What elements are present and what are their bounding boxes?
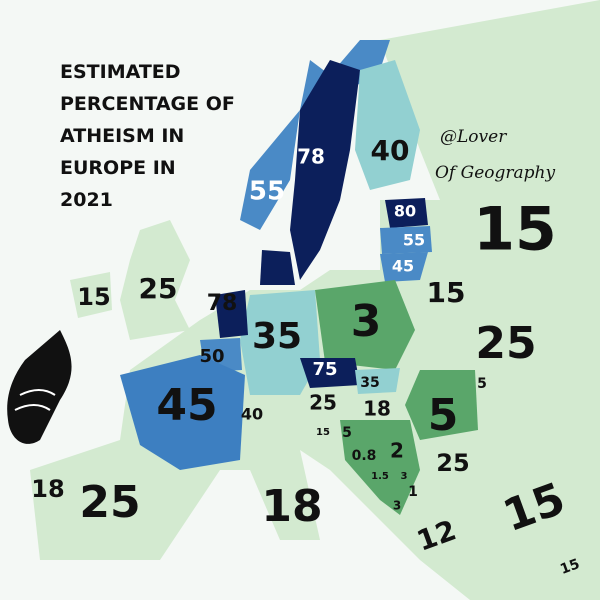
sweden [290, 60, 360, 280]
region-label: 1.5 [371, 471, 389, 482]
title-line: EUROPE IN [60, 157, 176, 179]
region-label: 15 [558, 556, 582, 578]
region-label: 25 [139, 272, 178, 305]
region-label: 3 [401, 471, 408, 482]
region-label: 25 [475, 318, 536, 369]
region-label: 25 [309, 391, 337, 415]
land [120, 220, 190, 340]
region-label: 2 [390, 439, 404, 463]
praying-hands-icon [7, 330, 72, 444]
latvia [380, 226, 432, 254]
region-label: 25 [79, 477, 140, 528]
region-label: 18 [261, 481, 322, 532]
region-label: 5 [428, 390, 459, 441]
balkans [340, 420, 420, 515]
title-line: PERCENTAGE OF [60, 93, 235, 115]
romania [405, 370, 478, 440]
netherlands [215, 290, 248, 338]
region-label: 18 [363, 397, 391, 421]
title-line: ATHEISM IN [60, 125, 184, 147]
lithuania [380, 252, 428, 282]
region-label: 55 [403, 231, 425, 250]
region-label: 50 [199, 346, 224, 367]
region-label: 35 [360, 375, 379, 391]
slovakia [355, 368, 400, 394]
region-label: 5 [477, 376, 487, 392]
region-label: 75 [312, 359, 337, 380]
credit-line: @Lover [440, 127, 507, 147]
credit: @Lover Of Geography [435, 127, 555, 183]
region-label: 25 [436, 449, 469, 477]
poland [315, 280, 415, 370]
region-label: 78 [297, 145, 325, 169]
land [430, 460, 600, 560]
region-label: 15 [316, 427, 330, 438]
title-line: ESTIMATED [60, 61, 181, 83]
region-label: 55 [249, 177, 285, 207]
credit-line: Of Geography [435, 163, 555, 183]
region-label: 15 [77, 283, 110, 311]
region-label: 45 [392, 257, 414, 276]
region-label: 5 [342, 425, 352, 441]
region-label: 3 [393, 499, 401, 513]
title: ESTIMATED PERCENTAGE OF ATHEISM IN EUROPE I… [60, 61, 235, 211]
estonia [385, 198, 428, 228]
title-line: 2021 [60, 189, 113, 211]
land [70, 272, 112, 318]
region-label: 15 [473, 195, 557, 265]
region-label: 1 [408, 484, 418, 500]
region-label: 78 [207, 291, 238, 316]
region-label: 80 [394, 202, 416, 221]
region-label: 15 [427, 276, 466, 309]
region-label: 35 [252, 316, 302, 357]
finland [355, 60, 420, 190]
region-label: 3 [351, 296, 382, 347]
region-label: 45 [156, 380, 217, 431]
region-label: 18 [31, 475, 64, 503]
region-label: 0.8 [352, 448, 377, 464]
region-label: 40 [371, 134, 410, 167]
czechia [300, 358, 360, 388]
region-label: 40 [241, 405, 263, 424]
france [120, 355, 245, 470]
germany [240, 290, 320, 395]
denmark [260, 250, 295, 285]
